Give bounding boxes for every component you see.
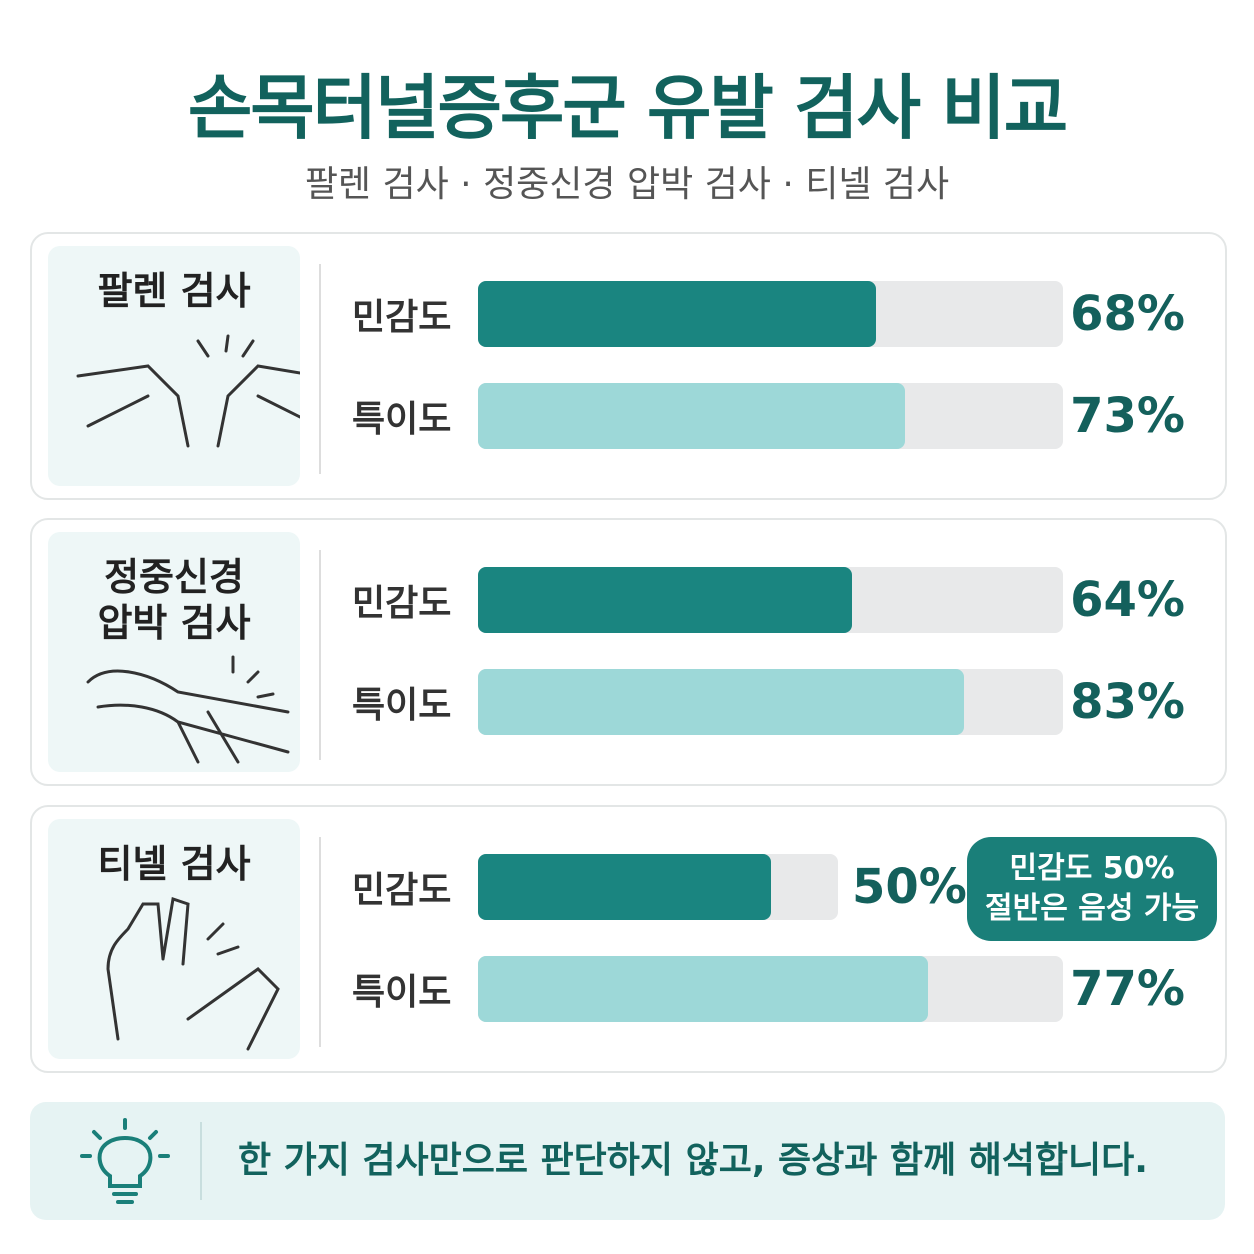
card-title: 정중신경 압박 검사 [97,555,251,645]
callout-text: 민감도 50% [1009,851,1175,886]
bar [478,854,771,920]
value-label: 77% [1070,961,1185,1017]
footer-note: 한 가지 검사만으로 판단하지 않고, 증상과 함께 해석합니다. [238,1140,1148,1181]
divider [319,550,321,760]
card-panel: 팔렌 검사 [48,246,300,486]
value-label: 50% [852,859,967,915]
hand-icon [106,897,280,1051]
card-panel: 티넬 검사 [48,819,300,1059]
card-title: 팔렌 검사 [97,269,251,313]
card: 정중신경 압박 검사 민감도 64% 특이도 83% [30,518,1227,786]
bar [478,383,906,449]
category-label: 민감도 [352,870,452,911]
value-label: 64% [1070,572,1185,628]
callout: 민감도 50% 절반은 음성 가능 [967,837,1218,941]
bar [478,567,853,633]
footer: 한 가지 검사만으로 판단하지 않고, 증상과 함께 해석합니다. [30,1102,1225,1220]
bar [478,669,964,735]
bar [478,956,929,1022]
divider [319,837,321,1047]
bar [478,281,876,347]
subtitle: 팔렌 검사 · 정중신경 압박 검사 · 티넬 검사 [304,164,950,205]
divider [319,264,321,474]
category-label: 민감도 [352,297,452,338]
card: 티넬 검사 민감도 50% 특이도 77% 민감도 50% 절반은 음성 가능 [30,805,1227,1073]
hand-icon [86,655,290,764]
category-label: 특이도 [352,972,452,1013]
callout-text: 절반은 음성 가능 [985,891,1200,926]
category-label: 특이도 [352,399,452,440]
value-label: 68% [1070,286,1185,342]
value-label: 73% [1070,388,1185,444]
bulb-icon [80,1118,170,1204]
card-title: 티넬 검사 [97,842,251,886]
card-panel: 정중신경 압박 검사 [48,532,300,772]
value-label: 83% [1070,674,1185,730]
category-label: 특이도 [352,685,452,726]
divider [200,1122,202,1200]
hand-icon [76,334,300,448]
category-label: 민감도 [352,583,452,624]
title: 손목터널증후군 유발 검사 비교 [187,67,1068,149]
